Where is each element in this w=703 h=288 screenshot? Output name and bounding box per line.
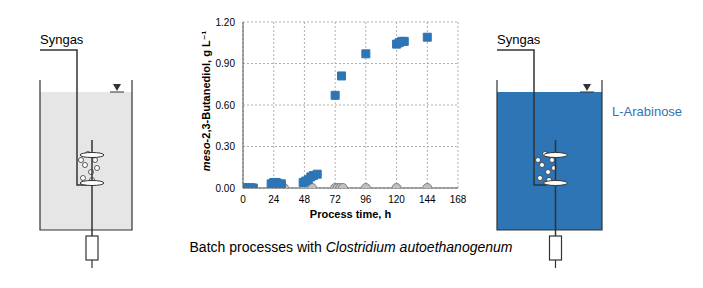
svg-text:Process time, h: Process time, h (310, 208, 392, 220)
svg-text:0.30: 0.30 (216, 141, 236, 152)
svg-text:72: 72 (330, 194, 342, 205)
svg-text:0.90: 0.90 (216, 58, 236, 69)
svg-text:meso-2,3-Butanediol, g L⁻¹: meso-2,3-Butanediol, g L⁻¹ (200, 31, 212, 172)
svg-text:1.20: 1.20 (216, 17, 236, 28)
svg-text:L-Arabinose: L-Arabinose (612, 104, 682, 119)
svg-text:Batch processes with Clostridi: Batch processes with Clostridium autoeth… (190, 239, 513, 255)
svg-text:144: 144 (419, 194, 436, 205)
svg-text:0.60: 0.60 (216, 100, 236, 111)
svg-text:0: 0 (240, 194, 246, 205)
svg-text:96: 96 (360, 194, 372, 205)
svg-text:24: 24 (268, 194, 280, 205)
svg-text:0.00: 0.00 (216, 183, 236, 194)
svg-text:168: 168 (450, 194, 467, 205)
svg-text:120: 120 (388, 194, 405, 205)
svg-text:Syngas: Syngas (40, 32, 84, 47)
svg-text:48: 48 (299, 194, 311, 205)
svg-text:Syngas: Syngas (497, 32, 541, 47)
